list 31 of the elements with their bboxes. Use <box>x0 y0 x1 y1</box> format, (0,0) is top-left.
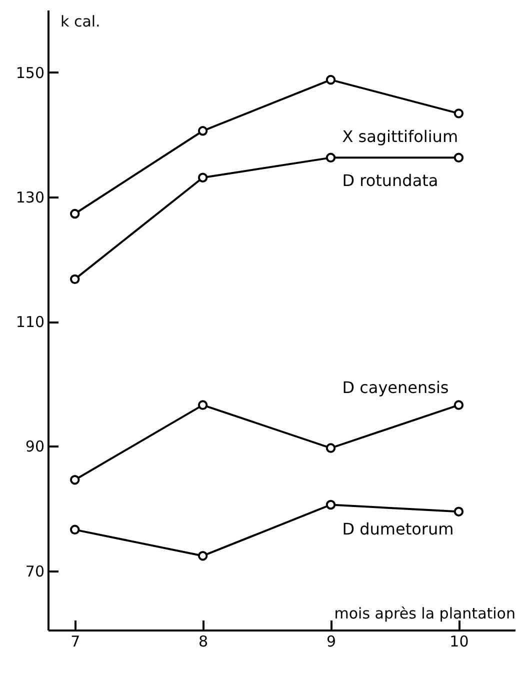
y-tick-label: 70 <box>25 562 44 580</box>
y-tick-label: 130 <box>16 188 44 206</box>
point <box>70 274 80 284</box>
point <box>326 443 336 453</box>
x-tick-label: 10 <box>450 632 469 650</box>
point <box>198 550 208 561</box>
point <box>326 152 336 163</box>
point <box>70 474 80 485</box>
point <box>70 524 80 535</box>
point <box>326 74 336 85</box>
y-axis-title: k cal. <box>60 12 100 30</box>
point <box>454 108 464 118</box>
series-label: X sagittifolium <box>342 127 458 146</box>
y-tick-label: 150 <box>16 64 44 82</box>
x-tick-label: 9 <box>326 632 336 650</box>
y-tick-label: 90 <box>25 438 44 456</box>
point <box>326 500 336 510</box>
x-tick-label: 8 <box>198 632 208 650</box>
point <box>198 126 208 136</box>
point <box>198 400 208 410</box>
series-label: D cayenensis <box>342 378 449 398</box>
series-label: D rotundata <box>342 171 438 190</box>
y-tick-label: 110 <box>16 313 44 332</box>
point <box>198 172 208 182</box>
point <box>454 400 464 410</box>
point <box>454 506 464 516</box>
x-tick-label: 7 <box>70 632 80 650</box>
point <box>454 152 464 163</box>
point <box>70 208 80 219</box>
series-label: D dumetorum <box>342 520 454 539</box>
x-axis-title: mois après la plantation <box>334 604 516 622</box>
